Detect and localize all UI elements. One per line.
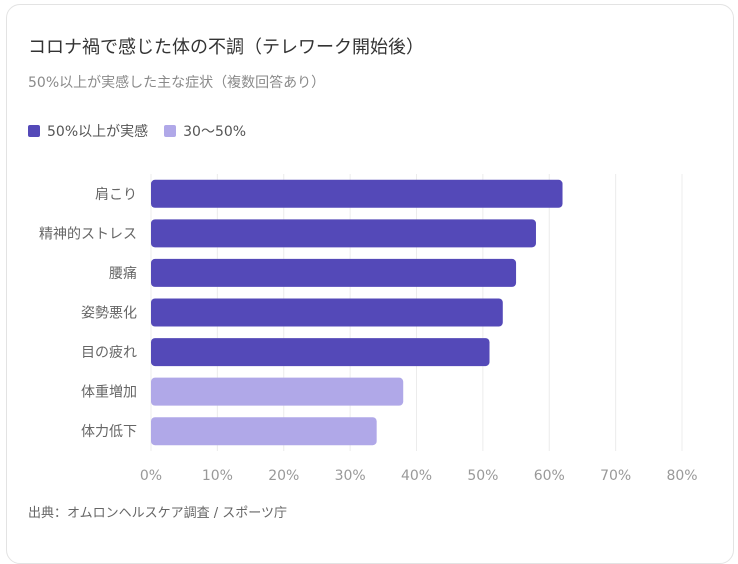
source-note: 出典：オムロンヘルスケア調査 / スポーツ庁 [28,506,287,521]
legend-label-mid: 30〜50% [183,124,247,140]
bar-6 [151,417,377,446]
category-label-6: 体力低下 [81,424,137,440]
chart-title: コロナ禍で感じた体の不調（テレワーク開始後） [28,37,424,58]
category-label-3: 姿勢悪化 [81,306,137,322]
category-label-1: 精神的ストレス [39,226,137,242]
x-tick-label-8: 80% [666,468,697,484]
x-tick-label-5: 50% [467,468,498,484]
bar-3 [151,298,503,327]
chart-subtitle: 50%以上が実感した主な症状（複数回答あり） [28,75,326,91]
legend-swatch-mid [164,125,177,137]
x-tick-label-0: 0% [140,468,162,484]
bar-1 [151,219,536,248]
chart-legend: 50%以上が実感 30〜50% [28,121,262,141]
bar-chart: 0% 10% 20% 30% 40% 50% 60% 70% 80% 肩こり精神的ストレス腰痛姿勢… [39,174,698,484]
legend-item-mid: 30〜50% [164,121,246,141]
legend-item-high: 50%以上が実感 [28,121,148,141]
x-tick-label-7: 70% [600,468,631,484]
bar-0 [151,179,563,208]
legend-label-high: 50%以上が実感 [47,124,149,140]
category-label-4: 目の疲れ [81,344,137,361]
category-label-0: 肩こり [95,187,137,203]
category-label-5: 体重増加 [81,385,137,401]
x-tick-label-6: 60% [534,468,565,484]
bar-2 [151,258,517,287]
legend-swatch-high [28,125,40,137]
x-tick-label-2: 20% [268,468,299,484]
bar-4 [151,338,490,367]
x-tick-label-4: 40% [401,468,432,484]
x-tick-label-1: 10% [202,468,233,484]
x-tick-label-3: 30% [335,468,366,484]
bar-5 [151,377,404,406]
category-label-2: 腰痛 [109,265,137,282]
